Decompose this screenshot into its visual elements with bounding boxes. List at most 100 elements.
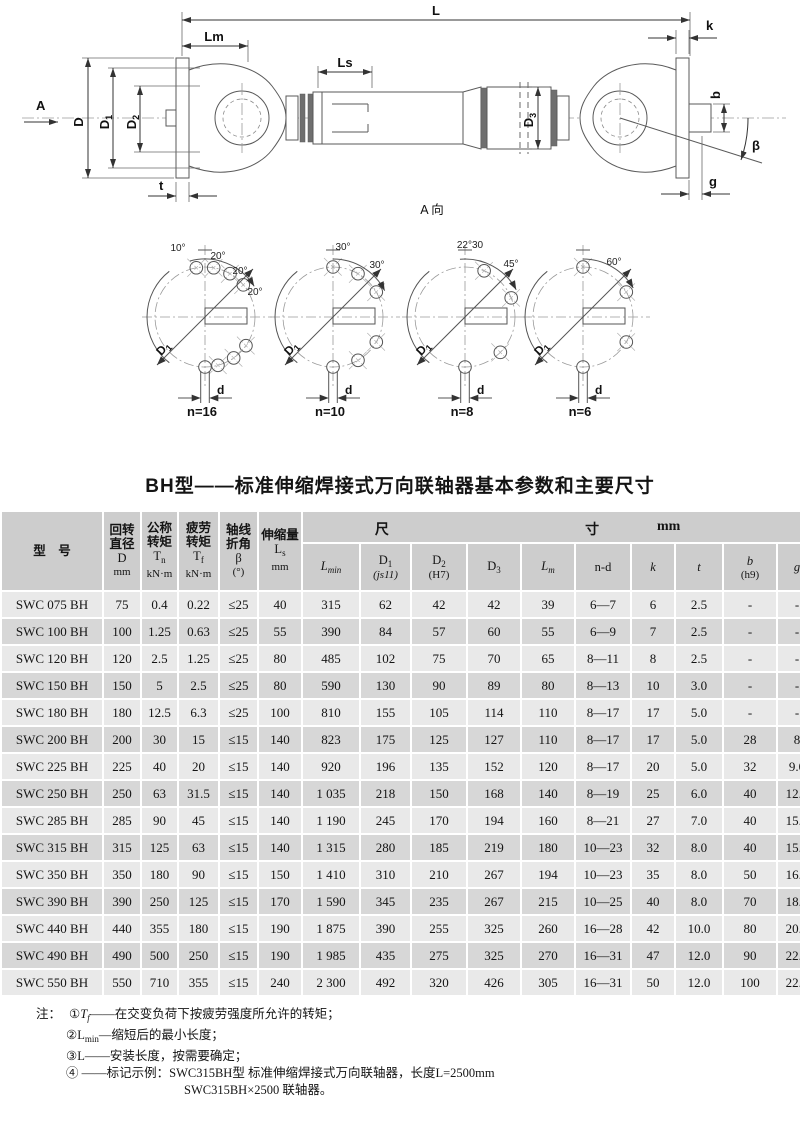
- angle-label: 20°: [210, 251, 225, 262]
- flange-diagram-n8: d D1 22°30 45° n=8: [402, 240, 532, 419]
- cell-value: 315: [303, 592, 359, 617]
- table-body: SWC 075 BH 75 0.4 0.22 ≤25 40 315 62 42 42 39 6—7 6 2…: [2, 592, 800, 995]
- cell-value: 40: [724, 835, 776, 860]
- cell-value: 89: [468, 673, 520, 698]
- bolt-count-label: n=16: [187, 404, 217, 419]
- table-row: SWC 550 BH 550 710 355 ≤15 240 2 300 492 320 426 3…: [2, 970, 800, 995]
- cell-value: 180: [522, 835, 574, 860]
- cell-value: 280: [361, 835, 410, 860]
- cell-value: 45: [179, 808, 218, 833]
- cell-value: 2.5: [676, 592, 722, 617]
- cell-value: 40: [724, 781, 776, 806]
- cell-value: 218: [361, 781, 410, 806]
- cell-value: 325: [468, 916, 520, 941]
- cell-value: 90: [724, 943, 776, 968]
- cell-value: 285: [104, 808, 140, 833]
- dim-label-Lm: Lm: [204, 29, 224, 44]
- cell-value: 435: [361, 943, 410, 968]
- cell-value: 267: [468, 889, 520, 914]
- cell-value: 0.22: [179, 592, 218, 617]
- table-row: SWC 225 BH 225 40 20 ≤15 140 920 196 135 152 120 8—…: [2, 754, 800, 779]
- cell-value: 6—9: [576, 619, 630, 644]
- cell-value: 6.0: [676, 781, 722, 806]
- cell-value: 70: [468, 646, 520, 671]
- cell-value: 25: [632, 781, 674, 806]
- bolt-diameter-label: d: [595, 383, 602, 397]
- cell-value: 15: [179, 727, 218, 752]
- cell-value: -: [724, 673, 776, 698]
- cell-value: ≤15: [220, 970, 257, 995]
- cell-model: SWC 200 BH: [2, 727, 102, 752]
- cell-value: 40: [142, 754, 177, 779]
- bolt-count-label: n=8: [451, 404, 474, 419]
- cell-value: 2.5: [676, 619, 722, 644]
- column-header-b: b (h9): [724, 544, 776, 590]
- cell-value: 127: [468, 727, 520, 752]
- cell-value: 10.0: [676, 916, 722, 941]
- cell-value: 75: [104, 592, 140, 617]
- cell-value: 275: [412, 943, 466, 968]
- cell-value: ≤15: [220, 835, 257, 860]
- cell-value: 1 985: [303, 943, 359, 968]
- dim-label-t: t: [159, 178, 164, 193]
- cell-value: 0.63: [179, 619, 218, 644]
- cell-value: ≤25: [220, 592, 257, 617]
- cell-value: 40: [632, 889, 674, 914]
- cell-value: 5.0: [676, 700, 722, 725]
- cell-value: 1 875: [303, 916, 359, 941]
- cell-model: SWC 285 BH: [2, 808, 102, 833]
- cell-value: -: [778, 592, 800, 617]
- cell-value: 30: [142, 727, 177, 752]
- cell-value: 250: [179, 943, 218, 968]
- column-header-ls: 伸缩量 Ls mm: [259, 512, 301, 590]
- cell-value: 194: [468, 808, 520, 833]
- dim-label-b: b: [708, 91, 723, 99]
- cell-value: 1 590: [303, 889, 359, 914]
- cell-value: ≤15: [220, 862, 257, 887]
- note-line: ②Lmin—缩短后的最小长度；: [66, 1028, 224, 1044]
- angle-label: 22°30: [457, 240, 484, 251]
- cell-value: -: [778, 700, 800, 725]
- cell-value: -: [778, 619, 800, 644]
- cell-value: ≤15: [220, 808, 257, 833]
- cell-value: 6: [632, 592, 674, 617]
- cell-value: 250: [104, 781, 140, 806]
- cell-value: 65: [522, 646, 574, 671]
- cell-value: 1 035: [303, 781, 359, 806]
- cell-value: 590: [303, 673, 359, 698]
- cell-value: 219: [468, 835, 520, 860]
- cell-value: 426: [468, 970, 520, 995]
- cell-value: 20: [632, 754, 674, 779]
- dim-label-Ls: Ls: [337, 55, 352, 70]
- cell-value: 810: [303, 700, 359, 725]
- cell-value: 100: [259, 700, 301, 725]
- cell-model: SWC 120 BH: [2, 646, 102, 671]
- table-row: SWC 120 BH 120 2.5 1.25 ≤25 80 485 102 75 70 65 8—1…: [2, 646, 800, 671]
- cell-value: 16—28: [576, 916, 630, 941]
- cell-value: 55: [259, 619, 301, 644]
- cell-value: ≤15: [220, 754, 257, 779]
- cell-value: 55: [522, 619, 574, 644]
- cell-value: 200: [104, 727, 140, 752]
- table-row: SWC 390 BH 390 250 125 ≤15 170 1 590 345 235 267 2…: [2, 889, 800, 914]
- cell-value: 350: [104, 862, 140, 887]
- angle-label: 60°: [606, 257, 621, 268]
- column-header-beta: 轴线 折角 β (°): [220, 512, 257, 590]
- cell-value: ≤15: [220, 727, 257, 752]
- cell-model: SWC 490 BH: [2, 943, 102, 968]
- cell-value: -: [724, 592, 776, 617]
- cell-value: 440: [104, 916, 140, 941]
- table-row: SWC 250 BH 250 63 31.5 ≤15 140 1 035 218 150 168 1…: [2, 781, 800, 806]
- column-header-t: t: [676, 544, 722, 590]
- cell-value: 180: [142, 862, 177, 887]
- cell-value: -: [724, 646, 776, 671]
- cell-value: 62: [361, 592, 410, 617]
- dimensions: L Lm Ls k A D D1 D2 D3 b: [24, 3, 763, 217]
- cell-value: 8: [778, 727, 800, 752]
- cell-value: 320: [412, 970, 466, 995]
- dim-label-beta: β: [752, 138, 760, 153]
- cell-value: 235: [412, 889, 466, 914]
- cell-value: ≤15: [220, 916, 257, 941]
- cell-value: 920: [303, 754, 359, 779]
